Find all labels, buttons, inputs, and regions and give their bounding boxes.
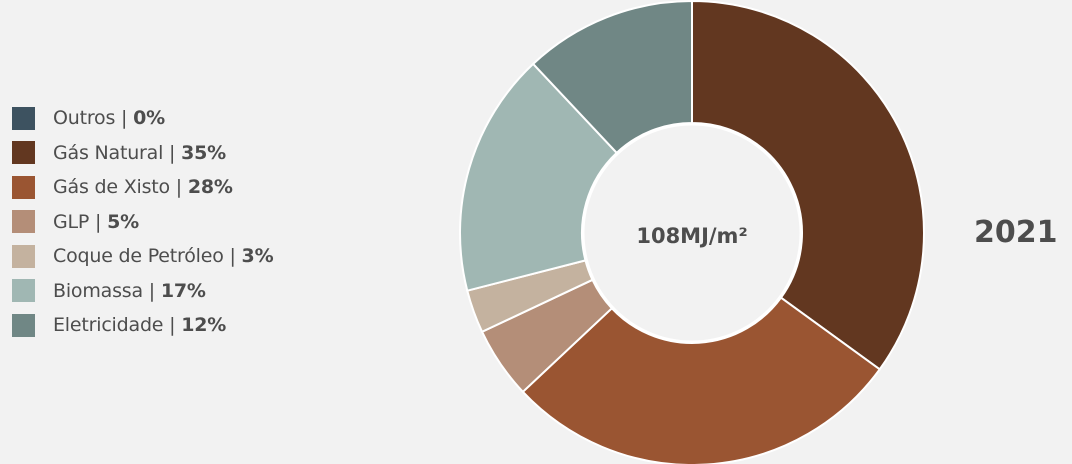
legend-item-biomassa: Biomassa | 17% [12, 274, 273, 309]
legend-item-gas-de-xisto: Gás de Xisto | 28% [12, 170, 273, 205]
legend-percent: 0% [133, 107, 165, 130]
donut-center-label: 108MJ/m² [636, 224, 747, 248]
legend-percent: 5% [107, 210, 139, 233]
legend-item-coque-de-petroleo: Coque de Petróleo | 3% [12, 239, 274, 274]
legend-swatch [12, 106, 35, 130]
legend-swatch [12, 279, 35, 303]
legend-item-glp: GLP | 5% [12, 205, 273, 240]
legend-label: Coque de Petróleo | 3% [53, 245, 274, 268]
legend-label: Eletricidade | 12% [53, 314, 227, 337]
legend-percent: 3% [241, 245, 274, 268]
donut-hole [581, 122, 803, 344]
legend-item-outros: Outros | 0% [12, 101, 273, 136]
legend-percent: 17% [160, 279, 206, 302]
legend-swatch [12, 313, 35, 337]
legend-item-eletricidade: Eletricidade | 12% [12, 308, 273, 343]
legend-percent: 12% [181, 314, 227, 337]
legend-percent: 35% [181, 141, 226, 164]
chart-year-label: 2021 [974, 215, 1058, 250]
legend-label: Biomassa | 17% [53, 279, 206, 302]
legend-label: Gás Natural | 35% [53, 141, 226, 164]
legend-swatch [12, 175, 35, 199]
legend-percent: 28% [187, 176, 233, 199]
legend-label: Outros | 0% [53, 107, 165, 130]
legend-label: GLP | 5% [53, 210, 139, 233]
donut-slices [459, 0, 925, 464]
chart-legend: Outros | 0% Gás Natural | 35% Gás de Xis… [12, 101, 274, 343]
legend-swatch [12, 210, 35, 234]
legend-label: Gás de Xisto | 28% [53, 176, 233, 199]
legend-swatch [12, 244, 35, 268]
legend-swatch [12, 141, 35, 165]
legend-item-gas-natural: Gás Natural | 35% [12, 136, 273, 171]
